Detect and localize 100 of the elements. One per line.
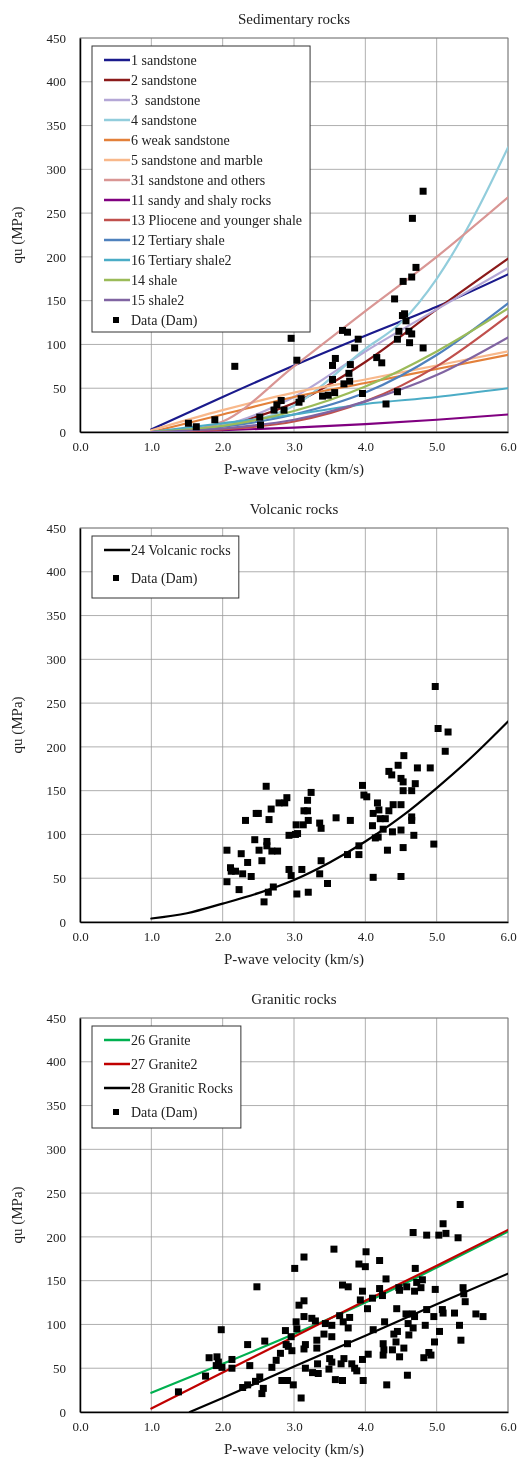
x-tick-label: 0.0 xyxy=(72,1419,89,1435)
y-tick-label: 200 xyxy=(46,739,66,755)
y-tick-label: 250 xyxy=(46,1185,66,1201)
y-tick-label: 250 xyxy=(46,205,66,221)
x-axis-title: P-wave velocity (km/s) xyxy=(224,1441,364,1458)
point xyxy=(419,187,427,195)
legend-label: 15 shale2 xyxy=(131,293,185,308)
legend-label: 14 shale xyxy=(131,273,178,288)
legend-label: 13 Pliocene and younger shale xyxy=(131,213,303,228)
y-tick-label: 0 xyxy=(59,1404,66,1420)
legend-label: 5 sandstone and marble xyxy=(131,153,263,168)
y-tick-label: 50 xyxy=(53,1360,66,1376)
x-tick-label: 2.0 xyxy=(215,929,232,945)
x-tick-label: 4.0 xyxy=(357,929,374,945)
x-tick-label: 2.0 xyxy=(215,439,232,455)
legend-label: 4 sandstone xyxy=(131,113,197,128)
point xyxy=(256,413,264,421)
legend-label: 11 sandy and shaly rocks xyxy=(131,193,272,208)
chart-title: Volcanic rocks xyxy=(249,501,339,517)
y-axis-title: qu (MPa) xyxy=(9,206,26,264)
point xyxy=(402,317,410,325)
x-tick-label: 3.0 xyxy=(286,1419,303,1435)
legend-label: 26 Granite xyxy=(131,1033,191,1048)
point xyxy=(256,421,264,429)
y-axis-title: qu (MPa) xyxy=(9,696,26,754)
point xyxy=(391,295,399,303)
point xyxy=(277,396,285,404)
legend-label: 27 Granite2 xyxy=(131,1057,198,1072)
point xyxy=(331,354,339,362)
point xyxy=(287,334,295,342)
legend-label: 2 sandstone xyxy=(131,73,197,88)
legend-label: Data (Dam) xyxy=(131,313,198,329)
chart-title: Granitic rocks xyxy=(251,991,337,1007)
y-tick-label: 200 xyxy=(46,249,66,265)
point xyxy=(331,389,339,397)
x-tick-label: 6.0 xyxy=(500,929,517,945)
y-tick-label: 50 xyxy=(53,380,66,396)
legend-label: 28 Granitic Rocks xyxy=(131,1081,233,1096)
x-tick-label: 3.0 xyxy=(286,439,303,455)
point xyxy=(406,339,414,347)
y-tick-label: 100 xyxy=(46,1317,66,1333)
y-tick-label: 200 xyxy=(46,1229,66,1245)
point xyxy=(358,389,366,397)
x-tick-label: 1.0 xyxy=(143,1419,160,1435)
x-tick-label: 4.0 xyxy=(357,439,374,455)
point xyxy=(184,419,192,427)
point xyxy=(399,277,407,285)
y-tick-label: 400 xyxy=(46,1054,66,1070)
point xyxy=(373,354,381,362)
x-tick-label: 6.0 xyxy=(500,1419,517,1435)
legend-label: 24 Volcanic rocks xyxy=(131,543,231,558)
legend-label: Data (Dam) xyxy=(131,571,198,587)
legend-label: 31 sandstone and others xyxy=(131,173,266,188)
y-tick-label: 150 xyxy=(46,1273,66,1289)
y-tick-label: 0 xyxy=(59,424,66,440)
y-tick-label: 300 xyxy=(46,651,66,667)
x-axis-title: P-wave velocity (km/s) xyxy=(224,461,364,478)
y-tick-label: 250 xyxy=(46,695,66,711)
legend-label: 3 sandstone xyxy=(131,93,201,108)
y-tick-label: 100 xyxy=(46,337,66,353)
point xyxy=(354,335,362,343)
point xyxy=(346,377,354,385)
y-tick-label: 0 xyxy=(59,914,66,930)
x-tick-label: 5.0 xyxy=(429,1419,446,1435)
line-series xyxy=(150,720,508,920)
y-tick-label: 150 xyxy=(46,293,66,309)
legend-label: 6 weak sandstone xyxy=(131,133,230,148)
point xyxy=(378,359,386,367)
point xyxy=(346,361,354,369)
y-tick-label: 300 xyxy=(46,1141,66,1157)
x-tick-label: 4.0 xyxy=(357,1419,374,1435)
point xyxy=(211,416,219,424)
point xyxy=(293,356,301,364)
point xyxy=(382,400,390,408)
x-tick-label: 2.0 xyxy=(215,1419,232,1435)
point xyxy=(412,263,420,271)
point xyxy=(419,344,427,352)
point xyxy=(231,362,239,370)
y-tick-label: 400 xyxy=(46,74,66,90)
x-tick-label: 1.0 xyxy=(143,929,160,945)
point xyxy=(408,273,416,281)
legend-label: 16 Tertiary shale2 xyxy=(131,253,232,268)
legend-label: Data (Dam) xyxy=(131,1105,198,1121)
y-tick-label: 450 xyxy=(46,520,66,536)
point xyxy=(192,423,200,431)
y-axis-title: qu (MPa) xyxy=(9,1186,26,1244)
x-tick-label: 5.0 xyxy=(429,439,446,455)
y-tick-label: 50 xyxy=(53,870,66,886)
y-tick-label: 350 xyxy=(46,118,66,134)
point xyxy=(329,375,337,383)
legend-label: 12 Tertiary shale xyxy=(131,233,225,248)
chart-title: Sedimentary rocks xyxy=(237,11,351,27)
y-tick-label: 350 xyxy=(46,1098,66,1114)
y-tick-label: 150 xyxy=(46,783,66,799)
point xyxy=(329,361,337,369)
y-tick-label: 100 xyxy=(46,827,66,843)
y-tick-label: 450 xyxy=(46,30,66,46)
x-tick-label: 5.0 xyxy=(429,929,446,945)
x-tick-label: 1.0 xyxy=(143,439,160,455)
legend-label: 1 sandstone xyxy=(131,53,197,68)
